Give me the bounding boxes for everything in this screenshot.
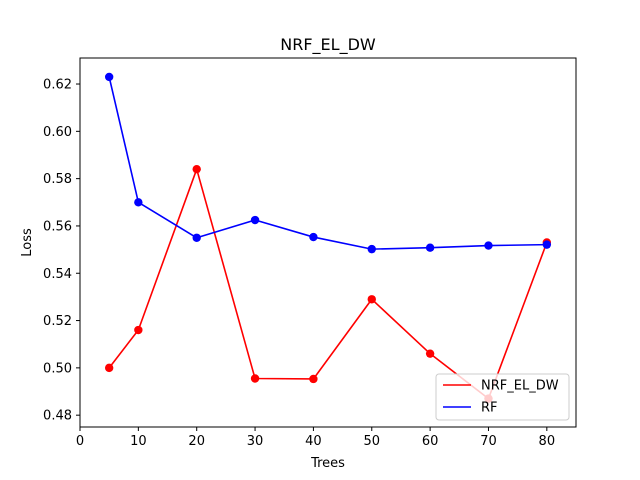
data-point-rf	[192, 233, 201, 242]
y-tick-label: 0.56	[43, 219, 72, 234]
y-tick-label: 0.54	[43, 267, 72, 282]
data-point-nrf-el-dw	[192, 164, 201, 174]
data-point-rf	[309, 232, 318, 242]
y-tick-label: 0.48	[43, 409, 72, 424]
y-tick-label: 0.52	[43, 314, 72, 329]
data-point-nrf-el-dw	[134, 325, 143, 335]
x-tick-label: 70	[480, 434, 497, 449]
data-point-rf	[484, 241, 493, 250]
data-point-rf	[104, 72, 114, 82]
x-axis-label: Trees	[310, 456, 345, 471]
y-tick-label: 0.60	[43, 125, 72, 140]
data-point-nrf-el-dw	[309, 374, 318, 384]
data-point-rf	[425, 243, 435, 252]
x-tick-label: 20	[188, 434, 205, 449]
x-tick-label: 30	[247, 434, 264, 449]
data-point-rf	[250, 215, 260, 225]
x-tick-label: 80	[539, 434, 556, 449]
x-axis-ticks: 0 10 20 30 40 50 60 70 80	[76, 427, 555, 449]
x-tick-label: 60	[422, 434, 439, 449]
legend: NRF_EL_DW RF	[435, 373, 570, 421]
data-point-nrf-el-dw	[425, 349, 435, 358]
legend-label-nrf-el-dw: NRF_EL_DW	[481, 379, 559, 394]
y-tick-label: 0.50	[43, 361, 72, 376]
x-tick-label: 40	[305, 434, 322, 449]
data-point-nrf-el-dw	[250, 374, 260, 383]
y-axis-label: Loss	[20, 228, 35, 257]
y-tick-label: 0.62	[43, 78, 72, 93]
y-tick-label: 0.58	[43, 172, 72, 187]
data-point-nrf-el-dw	[104, 363, 114, 373]
data-point-rf	[542, 240, 552, 249]
data-point-nrf-el-dw	[367, 295, 376, 304]
x-tick-label: 0	[76, 434, 84, 449]
x-tick-label: 10	[130, 434, 147, 449]
x-tick-label: 50	[363, 434, 380, 449]
data-point-rf	[134, 198, 143, 207]
chart-title: NRF_EL_DW	[280, 35, 376, 55]
y-axis-ticks: 0.48 0.50 0.52 0.54 0.56 0.58 0.60 0.62	[43, 78, 80, 424]
plot-area	[80, 58, 576, 427]
data-point-rf	[367, 244, 376, 254]
legend-label-rf: RF	[481, 401, 498, 416]
plot-frame	[79, 57, 577, 428]
